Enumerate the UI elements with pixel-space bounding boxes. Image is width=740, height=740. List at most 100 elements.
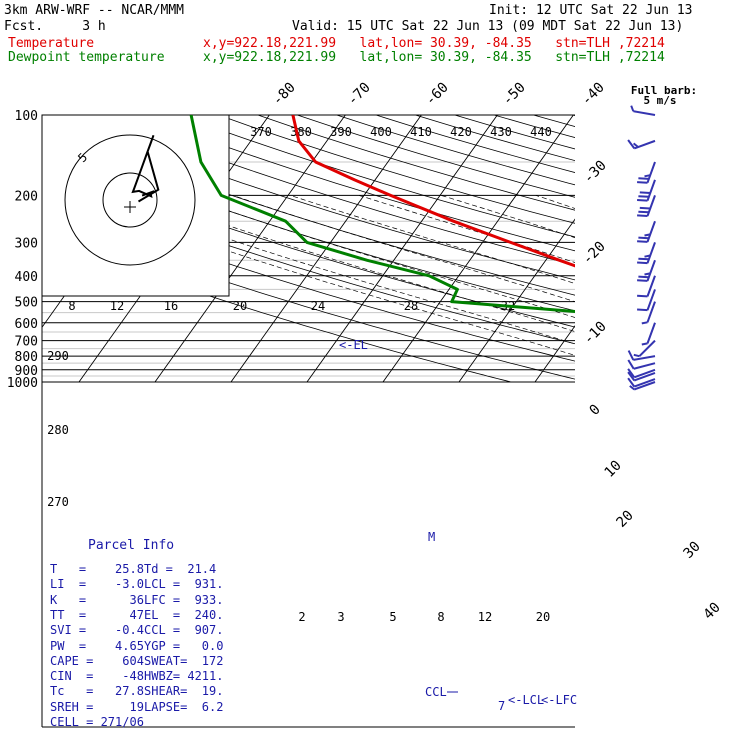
mixing-ratio-label: 3 — [337, 610, 344, 624]
parcel-info-left-value: T = 25.8 — [50, 562, 144, 576]
theta-side-label: 290 — [47, 349, 69, 363]
wind-barb-staff — [633, 381, 656, 391]
dry-adiabat — [612, 115, 740, 382]
theta-label: 420 — [450, 125, 472, 139]
wind-barb — [627, 139, 656, 150]
wind-barb — [637, 259, 656, 282]
wind-barb-staff — [633, 362, 656, 370]
wind-barb-feather — [638, 275, 649, 279]
dry-adiabat — [100, 115, 575, 266]
parcel-info-right-value: Td = 21.4 — [144, 562, 217, 576]
dry-adiabat — [42, 235, 512, 383]
isotherm-label: -20 — [580, 239, 609, 268]
parcel-info-panel: Parcel Info T = 25.8Td = 21.4 LI = -3.0LC… — [42, 536, 252, 732]
mixing-ratio-label: 12 — [478, 610, 492, 624]
lfc-marker: <-LFC — [541, 693, 577, 707]
pressure-label: 600 — [15, 317, 38, 332]
isotherm — [611, 115, 740, 382]
pressure-label: 800 — [15, 350, 38, 365]
wind-barb-feather — [637, 181, 648, 184]
wind-barb-feather — [638, 177, 649, 180]
isotherm — [306, 115, 498, 383]
hodograph-speed-label: 20 — [233, 299, 247, 313]
hodograph-speed-label: 28 — [404, 299, 418, 313]
wind-barb-feather — [644, 272, 651, 276]
wind-barb-feather — [637, 214, 648, 217]
theta-label: 390 — [330, 125, 352, 139]
wind-barb-feather — [627, 350, 635, 361]
parcel-info-row: SREH = 19LAPSE= 6.2 — [50, 700, 223, 714]
parcel-info-left-value: TT = 47 — [50, 607, 144, 622]
dry-adiabat — [415, 115, 575, 162]
hodograph-inner-ring — [102, 172, 158, 228]
parcel-info-title: Parcel Info — [88, 538, 175, 553]
wind-barb — [637, 195, 656, 217]
dry-adiabat — [179, 115, 575, 238]
isotherm-label: -70 — [345, 80, 374, 109]
isotherm-label: -30 — [581, 158, 610, 187]
wind-barb-staff — [646, 322, 656, 344]
pressure-label: 300 — [15, 236, 38, 251]
wind-barb-feather — [637, 294, 648, 298]
hodograph-box — [41, 114, 230, 297]
pressure-label: 400 — [15, 270, 38, 285]
moist-adiabat — [633, 195, 740, 382]
wind-barb-feather — [639, 206, 651, 210]
parcel-info-left-value: Tc = 27.8 — [50, 684, 144, 699]
barb-legend-units: 5 m/s — [643, 94, 676, 107]
parcel-info-left-value: SREH = 19 — [50, 699, 144, 714]
wind-barb — [637, 242, 656, 265]
wind-barb-staff — [638, 339, 656, 357]
parcel-info-right-value: HWBZ= 4211. — [144, 669, 224, 684]
pressure-label: 100 — [15, 109, 38, 124]
wind-barb-feather — [641, 321, 648, 325]
theta-label: 370 — [250, 125, 272, 139]
temperature-legend-location: x,y=922.18,221.99 lat,lon= 30.39, -84.35… — [203, 36, 665, 51]
mixing-ratio-label: 5 — [389, 610, 396, 624]
isotherm-label: 20 — [614, 508, 637, 531]
moist-adiabat — [232, 195, 575, 303]
temperature-curve — [291, 115, 575, 268]
parcel-info-row: CAPE = 604SWEAT= 172 — [50, 654, 223, 668]
theta-label: 410 — [410, 125, 432, 139]
parcel-info-row: CELL = 271/06 — [50, 715, 144, 729]
valid-time: Valid: 15 UTC Sat 22 Jun 13 (09 MDT Sat … — [292, 19, 684, 34]
isotherm-label: -40 — [579, 80, 608, 109]
parcel-info-right-value: CCL = 907. — [144, 623, 224, 638]
mixing-ratio-label: 8 — [437, 610, 444, 624]
isotherm-label: 40 — [701, 600, 724, 623]
parcel-info-left-value: CELL = 271/06 — [50, 715, 144, 729]
parcel-info-row: SVI = -0.4CCL = 907. — [50, 623, 223, 637]
wind-barb — [637, 220, 656, 243]
parcel-info-right-value: SWEAT= 172 — [144, 653, 224, 668]
wind-barb — [637, 179, 656, 202]
isotherm-label: 10 — [602, 458, 625, 481]
level-7-marker: 7 — [498, 699, 505, 713]
wind-barb — [627, 350, 656, 361]
forecast-hour: Fcst. 3 h — [4, 19, 106, 34]
parcel-info-left-value: CIN = -48 — [50, 669, 144, 684]
isotherm — [458, 218, 575, 383]
hodograph-outer-ring — [64, 134, 196, 266]
hodograph-speed-label: 24 — [311, 299, 325, 313]
wind-barb-staff — [646, 301, 656, 323]
wind-barb-feather — [627, 377, 636, 388]
wind-barb-feather — [641, 342, 648, 346]
dry-adiabat — [218, 115, 575, 224]
hodograph-speed-label: 8 — [68, 299, 75, 313]
barb-legend-title: Full barb: — [631, 84, 697, 97]
parcel-info-row: CIN = -48HWBZ= 4211. — [50, 669, 223, 683]
wind-barb-feather — [638, 195, 649, 198]
dewpoint-legend-location: x,y=922.18,221.99 lat,lon= 30.39, -84.35… — [203, 50, 665, 65]
theta-side-label: 270 — [47, 495, 69, 509]
parcel-info-left-value: SVI = -0.4 — [50, 623, 144, 638]
ccl-marker: CCL — [425, 685, 447, 699]
parcel-info-row: K = 36LFC = 933. — [50, 593, 223, 607]
wind-barb — [641, 301, 656, 325]
theta-label: 380 — [290, 125, 312, 139]
melting-level-marker: M — [428, 530, 435, 544]
wind-barb — [627, 359, 656, 370]
parcel-info-row: TT = 47EL = 240. — [50, 608, 223, 622]
